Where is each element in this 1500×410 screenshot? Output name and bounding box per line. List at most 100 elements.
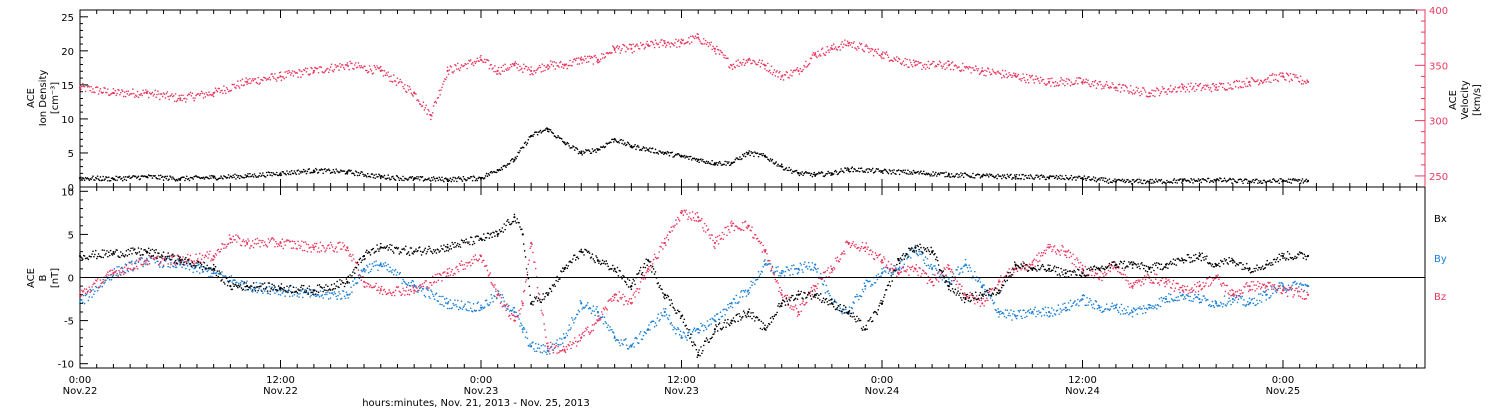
by-point	[674, 327, 676, 330]
by-point	[210, 275, 212, 278]
by-point	[1240, 297, 1243, 299]
by-point	[777, 265, 779, 268]
density-point	[1241, 180, 1243, 183]
bz-point	[224, 247, 227, 249]
velocity-point	[496, 69, 499, 72]
by-point	[522, 326, 525, 329]
velocity-point	[1184, 91, 1187, 93]
density-point	[150, 174, 153, 177]
bz-point	[521, 300, 523, 302]
by-point	[576, 313, 579, 316]
velocity-point	[1230, 87, 1232, 89]
by-point	[442, 295, 444, 298]
velocity-point	[304, 67, 307, 70]
by-point	[431, 293, 434, 295]
bz-point	[114, 271, 117, 273]
velocity-point	[492, 67, 494, 69]
by-point	[978, 277, 981, 280]
by-point	[795, 268, 798, 270]
velocity-point	[516, 67, 518, 69]
velocity-point	[826, 45, 829, 48]
velocity-point	[1165, 90, 1167, 93]
density-point	[1149, 178, 1152, 181]
velocity-point	[879, 54, 881, 57]
bz-point	[262, 244, 265, 247]
density-point	[328, 169, 331, 172]
velocity-point	[612, 46, 615, 49]
by-point	[387, 263, 389, 266]
bz-point	[799, 303, 802, 306]
bz-point	[95, 280, 98, 282]
by-point	[409, 285, 412, 287]
velocity-point	[204, 96, 207, 98]
by-point	[1239, 295, 1242, 298]
bz-point	[695, 220, 698, 222]
by-point	[406, 284, 409, 286]
density-point	[610, 141, 612, 144]
density-point	[623, 143, 625, 146]
velocity-point	[249, 77, 251, 80]
density-point	[353, 172, 355, 175]
density-point	[854, 168, 856, 171]
bz-point	[702, 226, 704, 229]
velocity-point	[966, 66, 969, 69]
velocity-point	[621, 47, 623, 50]
velocity-point	[367, 71, 370, 73]
by-point	[1080, 299, 1083, 301]
by-point	[884, 271, 887, 273]
density-point	[473, 176, 476, 179]
density-point	[636, 145, 638, 148]
velocity-point	[133, 96, 136, 98]
by-point	[611, 328, 613, 331]
density-point	[823, 175, 826, 178]
by-point	[1243, 299, 1245, 301]
bz-point	[481, 261, 483, 264]
density-point	[728, 161, 730, 163]
velocity-point	[534, 69, 536, 72]
velocity-point	[627, 48, 630, 50]
by-point	[462, 306, 465, 308]
velocity-point	[147, 96, 150, 99]
velocity-point	[389, 80, 391, 82]
bz-point	[736, 226, 738, 228]
by-point	[1009, 314, 1011, 317]
bz-point	[531, 243, 533, 246]
density-point	[466, 179, 468, 181]
by-point	[110, 279, 113, 281]
by-point	[237, 282, 240, 285]
density-point	[788, 166, 790, 169]
velocity-point	[679, 41, 682, 43]
density-point	[119, 175, 121, 178]
velocity-point	[181, 99, 183, 102]
by-point	[924, 256, 927, 258]
velocity-point	[202, 97, 205, 99]
velocity-point	[1232, 81, 1235, 84]
by-point	[453, 304, 455, 307]
by-point	[586, 304, 588, 307]
velocity-point	[249, 82, 252, 84]
velocity-point	[988, 71, 991, 73]
by-point	[1290, 289, 1293, 291]
velocity-point	[1102, 85, 1104, 87]
density-point	[1306, 181, 1308, 183]
bz-point	[111, 269, 114, 272]
velocity-point	[179, 99, 182, 101]
bz-point	[282, 247, 285, 250]
velocity-point	[1017, 73, 1020, 76]
velocity-point	[316, 67, 319, 70]
velocity-point	[676, 40, 679, 43]
velocity-point	[942, 65, 945, 68]
by-point	[476, 302, 479, 305]
by-point	[645, 332, 648, 335]
by-point	[347, 297, 350, 299]
density-point	[596, 147, 598, 150]
velocity-point	[898, 58, 901, 61]
density-point	[663, 153, 665, 156]
bz-point	[79, 291, 81, 294]
density-point	[602, 145, 605, 147]
density-point	[191, 177, 194, 179]
by-point	[1063, 308, 1065, 311]
density-point	[1094, 177, 1097, 179]
bz-point	[663, 242, 665, 244]
